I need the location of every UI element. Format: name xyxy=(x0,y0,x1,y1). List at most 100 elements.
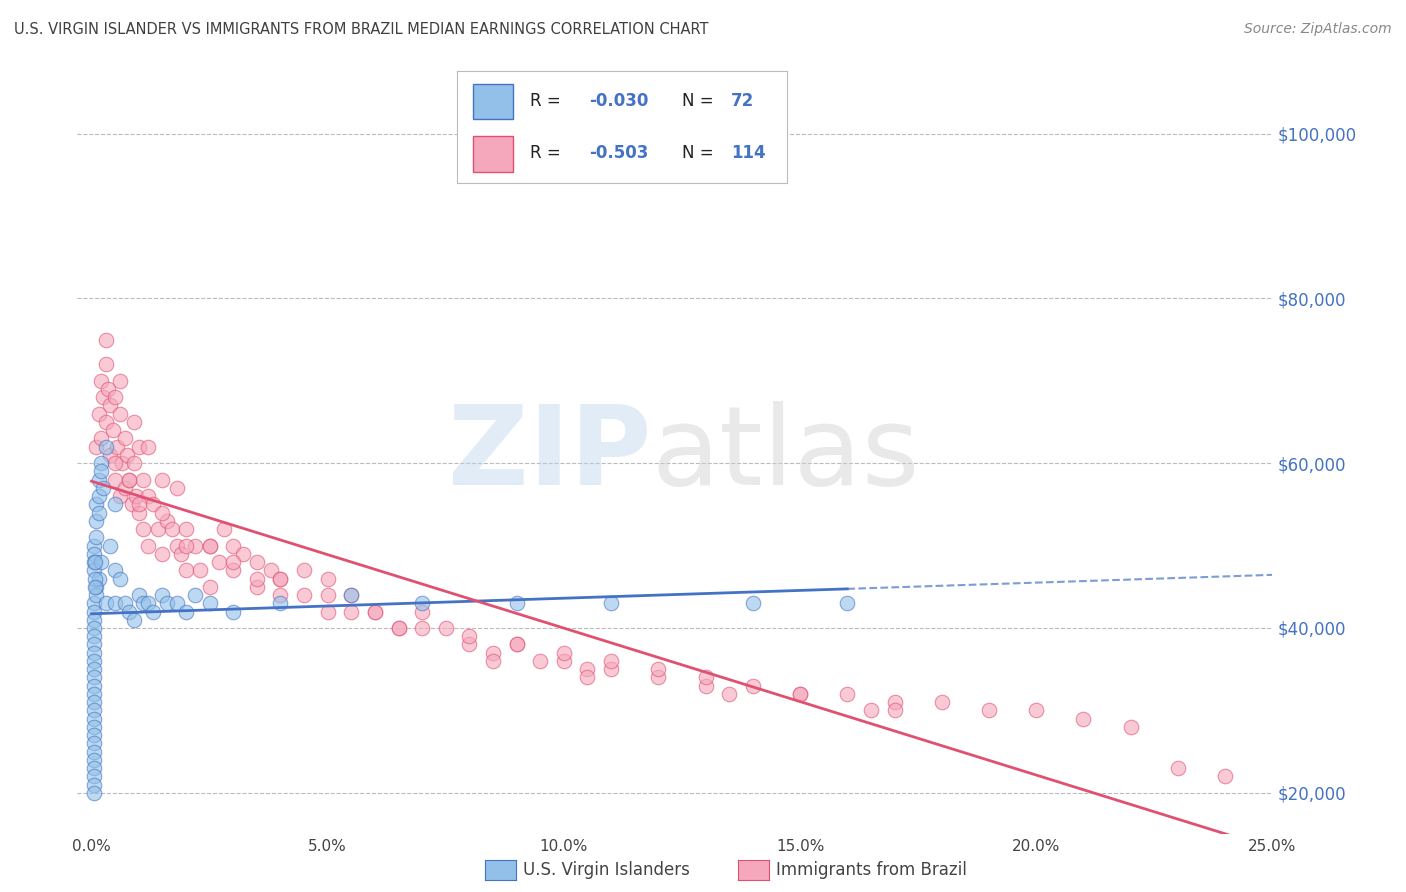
Point xyxy=(122,456,145,470)
Point xyxy=(101,423,124,437)
Point xyxy=(114,596,136,610)
Text: U.S. Virgin Islanders: U.S. Virgin Islanders xyxy=(523,861,690,879)
Point xyxy=(188,563,211,577)
Point xyxy=(118,605,141,619)
Point xyxy=(108,407,131,421)
Point xyxy=(364,605,387,619)
Point xyxy=(83,662,105,676)
Point xyxy=(340,605,363,619)
Point xyxy=(576,670,599,684)
Point xyxy=(837,596,859,610)
Point xyxy=(87,572,110,586)
Point xyxy=(246,572,269,586)
Point xyxy=(128,440,150,454)
Text: 72: 72 xyxy=(731,93,755,111)
Point xyxy=(600,662,623,676)
Point xyxy=(83,786,105,800)
Point xyxy=(94,415,117,429)
Text: atlas: atlas xyxy=(651,401,920,508)
Point xyxy=(340,588,363,602)
Text: R =: R = xyxy=(530,93,565,111)
Point xyxy=(122,613,145,627)
Text: N =: N = xyxy=(682,93,718,111)
Point xyxy=(136,440,159,454)
Point xyxy=(125,489,148,503)
Point xyxy=(83,703,105,717)
Point xyxy=(83,596,105,610)
Point xyxy=(837,687,859,701)
Point xyxy=(104,497,127,511)
Point xyxy=(741,596,763,610)
Point xyxy=(246,555,269,569)
Point xyxy=(91,481,114,495)
Point xyxy=(84,555,107,569)
Point xyxy=(84,580,107,594)
Point xyxy=(292,588,315,602)
Point xyxy=(83,736,105,750)
Point xyxy=(100,539,122,553)
Point xyxy=(132,596,155,610)
Point xyxy=(107,440,129,454)
Point xyxy=(83,637,105,651)
Point xyxy=(83,769,105,783)
Point xyxy=(269,572,291,586)
Point xyxy=(83,720,105,734)
Point xyxy=(104,563,127,577)
Point xyxy=(695,679,717,693)
Point xyxy=(482,654,505,668)
Point xyxy=(1073,712,1095,726)
Point xyxy=(600,596,623,610)
Point xyxy=(87,506,110,520)
Point xyxy=(269,572,291,586)
Point xyxy=(150,473,173,487)
Point xyxy=(84,530,107,544)
Point xyxy=(458,629,481,643)
Point xyxy=(128,506,150,520)
Point xyxy=(174,605,197,619)
Point xyxy=(83,778,105,792)
Point xyxy=(387,621,409,635)
Point xyxy=(1119,720,1142,734)
Point xyxy=(198,539,221,553)
Point xyxy=(553,646,575,660)
Point xyxy=(212,522,235,536)
Text: 114: 114 xyxy=(731,144,766,161)
Point xyxy=(94,440,117,454)
Point xyxy=(84,514,107,528)
Point xyxy=(146,522,169,536)
Point xyxy=(505,637,527,651)
Point xyxy=(316,588,339,602)
Point xyxy=(136,596,159,610)
Point xyxy=(505,637,527,651)
Text: N =: N = xyxy=(682,144,718,161)
Point xyxy=(718,687,741,701)
Point xyxy=(83,745,105,759)
Point xyxy=(222,555,245,569)
Point xyxy=(529,654,551,668)
Point xyxy=(114,481,136,495)
Point xyxy=(83,646,105,660)
Point xyxy=(83,654,105,668)
Point xyxy=(108,374,131,388)
Point xyxy=(108,489,131,503)
Point xyxy=(83,629,105,643)
Text: R =: R = xyxy=(530,144,565,161)
Point xyxy=(482,646,505,660)
Point xyxy=(83,687,105,701)
Point xyxy=(94,596,117,610)
Point xyxy=(387,621,409,635)
Point xyxy=(695,670,717,684)
Point xyxy=(269,596,291,610)
Point xyxy=(269,588,291,602)
Point xyxy=(111,456,134,470)
Point xyxy=(316,572,339,586)
Point xyxy=(789,687,811,701)
Point xyxy=(647,662,669,676)
Point xyxy=(1213,769,1236,783)
Point xyxy=(104,596,127,610)
Point xyxy=(1025,703,1047,717)
Point xyxy=(122,415,145,429)
Point xyxy=(128,588,150,602)
Point xyxy=(114,432,136,446)
Point xyxy=(84,588,107,602)
